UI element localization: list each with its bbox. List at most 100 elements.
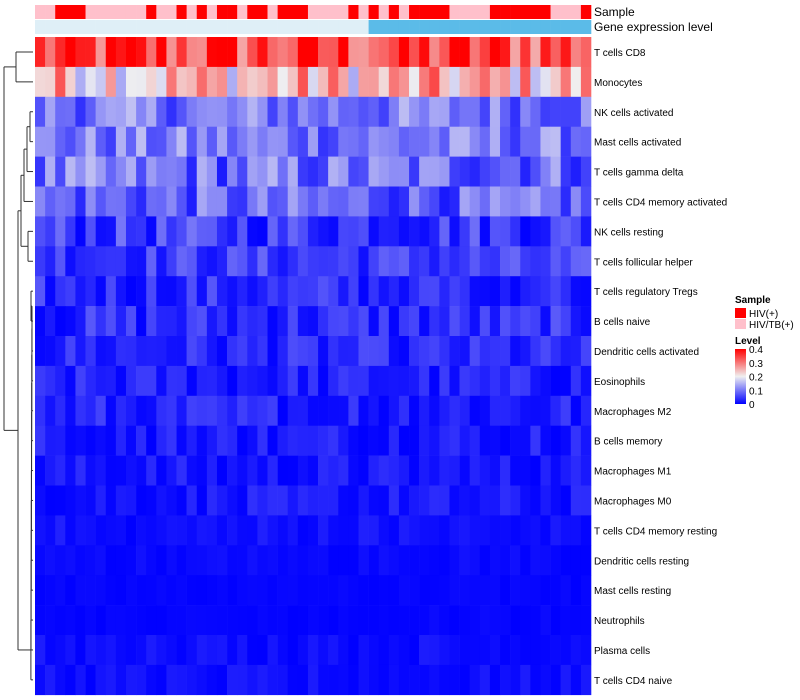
heatmap-cell <box>419 96 430 127</box>
heatmap-cell <box>307 306 319 337</box>
heatmap-cell <box>429 186 440 217</box>
expression-annotation-cell <box>500 20 511 34</box>
heatmap-cell <box>257 66 268 98</box>
heatmap-cell <box>237 216 248 247</box>
heatmap-cell <box>378 186 390 217</box>
heatmap-cell <box>409 156 420 187</box>
heatmap-cell <box>146 126 157 157</box>
heatmap-cell <box>206 455 218 486</box>
sample-annotation-cell <box>469 5 481 19</box>
heatmap-cell <box>398 216 410 247</box>
heatmap-cell <box>388 37 400 68</box>
heatmap-cell <box>75 605 86 636</box>
heatmap-cell <box>186 575 198 606</box>
sample-annotation-cell <box>297 5 309 19</box>
heatmap-cell <box>257 664 268 696</box>
heatmap-cell <box>500 66 511 98</box>
heatmap-cell <box>237 575 248 606</box>
heatmap-cell <box>479 515 491 546</box>
heatmap-cell <box>500 37 511 68</box>
heatmap-cell <box>105 515 117 546</box>
heatmap-cell <box>166 246 177 277</box>
heatmap-cell <box>469 485 481 516</box>
heatmap-cell <box>530 425 541 456</box>
sample-annotation-cell <box>125 5 137 19</box>
heatmap-cell <box>186 605 198 636</box>
expression-annotation-cell <box>216 20 228 34</box>
heatmap-cell <box>388 545 400 576</box>
heatmap-cell <box>115 455 127 486</box>
heatmap-cell <box>237 156 248 187</box>
heatmap-cell <box>125 485 137 516</box>
expression-annotation-cell <box>136 20 147 34</box>
heatmap-cell <box>570 515 582 546</box>
heatmap-cell <box>115 635 127 666</box>
heatmap-cell <box>196 66 208 98</box>
heatmap-cell <box>489 336 501 367</box>
heatmap-cell <box>35 664 46 696</box>
expression-annotation-cell <box>378 20 390 34</box>
heatmap-cell <box>237 545 248 576</box>
sample-annotation-cell <box>257 5 268 19</box>
heatmap-cell <box>297 485 309 516</box>
heatmap-cell <box>368 37 380 68</box>
heatmap-cell <box>176 605 187 636</box>
heatmap-cell <box>247 246 258 277</box>
heatmap-cell <box>287 216 299 247</box>
heatmap-cell <box>439 37 450 68</box>
heatmap-cell <box>550 605 561 636</box>
heatmap-cell <box>166 605 177 636</box>
heatmap-cell <box>479 425 491 456</box>
heatmap-cell <box>378 216 390 247</box>
heatmap-cell <box>156 66 167 98</box>
row-labels: T cells CD8 Monocytes NK cells activated Ma… <box>594 48 727 687</box>
heatmap-cell <box>277 485 289 516</box>
heatmap-cell <box>206 96 218 127</box>
expression-annotation-cell <box>125 20 137 34</box>
heatmap-cell <box>227 365 238 397</box>
row-label: NK cells activated <box>594 108 673 119</box>
heatmap-cell <box>520 485 531 516</box>
heatmap-cell <box>520 605 531 636</box>
heatmap-cell <box>287 37 299 68</box>
heatmap-cell <box>277 664 289 696</box>
heatmap-cell <box>398 66 410 98</box>
heatmap-cell <box>469 96 481 127</box>
heatmap-cell <box>125 515 137 546</box>
heatmap-cell <box>216 575 228 606</box>
heatmap-cell <box>449 664 460 696</box>
row-label: NK cells resting <box>594 227 663 238</box>
heatmap-cell <box>580 246 592 277</box>
heatmap-cell <box>257 246 268 277</box>
heatmap-cell <box>368 126 380 157</box>
sample-annotation-cell <box>196 5 208 19</box>
heatmap-cell <box>459 156 470 187</box>
heatmap-cell <box>479 306 491 337</box>
heatmap-cell <box>348 96 359 127</box>
heatmap-cell <box>166 276 177 307</box>
heatmap-cell <box>216 276 228 307</box>
heatmap-cell <box>247 37 258 68</box>
heatmap-cell <box>398 365 410 397</box>
heatmap-cell <box>378 365 390 397</box>
heatmap-cell <box>550 455 561 486</box>
heatmap-cell <box>479 66 491 98</box>
heatmap-cell <box>186 276 198 307</box>
heatmap-cell <box>277 216 289 247</box>
heatmap-cell <box>297 635 309 666</box>
heatmap-cell <box>368 246 380 277</box>
heatmap-cell <box>85 515 96 546</box>
heatmap-cell <box>459 186 470 217</box>
heatmap-cell <box>449 336 460 367</box>
heatmap-cell <box>307 425 319 456</box>
heatmap-cell <box>429 605 440 636</box>
expression-annotation-cell <box>45 20 56 34</box>
heatmap-cell <box>257 96 268 127</box>
heatmap-cell <box>489 635 501 666</box>
heatmap-cell <box>257 635 268 666</box>
heatmap-cell <box>378 515 390 546</box>
heatmap-cell <box>449 395 460 426</box>
heatmap-cell <box>136 37 147 68</box>
heatmap-cell <box>378 96 390 127</box>
heatmap-cell <box>45 306 56 337</box>
